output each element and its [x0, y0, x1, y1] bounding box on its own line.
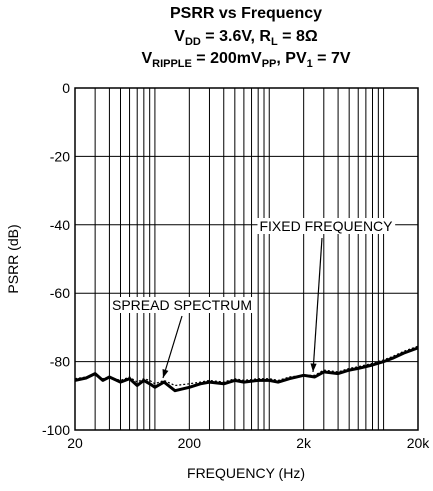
y-tick-label: -20: [50, 148, 70, 164]
y-tick-label: 0: [62, 80, 70, 96]
annotation-arrow: [162, 315, 183, 379]
annotation: SPREAD SPECTRUM: [109, 297, 255, 379]
subscript: RIPPLE: [152, 58, 192, 70]
x-tick-label: 200: [178, 435, 202, 451]
subtitle-part: = 3.6V, R: [201, 28, 272, 45]
x-tick-label: 2k: [296, 435, 312, 451]
y-axis-label: PSRR (dB): [5, 224, 21, 293]
annotation-bg: [109, 297, 255, 313]
annotation-arrowhead: [162, 369, 169, 378]
series-line: [74, 345, 419, 387]
x-tick-label: 20: [67, 435, 83, 451]
subscript: 1: [307, 58, 313, 70]
plot-frame: [74, 87, 419, 431]
subtitle-part: V: [141, 50, 152, 67]
subscript: DD: [185, 36, 201, 48]
chart-title: PSRR vs Frequency: [170, 5, 322, 22]
y-tick-label: -60: [50, 285, 70, 301]
chart-subtitle: VRIPPLE = 200mVPP, PV1 = 7V: [141, 50, 350, 70]
y-tick-label: -40: [50, 217, 70, 233]
annotation-text: FIXED FREQUENCY: [259, 218, 393, 234]
x-axis-label: FREQUENCY (Hz): [187, 465, 305, 481]
x-tick-label: 20k: [407, 435, 431, 451]
annotation-arrow: [312, 237, 323, 373]
series-line: [74, 346, 419, 393]
subtitle-part: = 8Ω: [278, 28, 318, 45]
annotation-text: SPREAD SPECTRUM: [112, 297, 252, 313]
y-tick-label: -80: [50, 354, 70, 370]
subtitle-part: , PV: [276, 50, 307, 67]
subtitle-part: = 7V: [313, 50, 351, 67]
subtitle-part: V: [174, 28, 185, 45]
subscript: L: [271, 36, 278, 48]
annotation-arrowhead: [310, 363, 317, 372]
subscript: PP: [262, 58, 277, 70]
subtitle-part: = 200mV: [192, 50, 262, 67]
annotation-bg: [257, 218, 396, 234]
y-tick-label: -100: [42, 422, 70, 438]
chart-subtitle: VDD = 3.6V, RL = 8Ω: [174, 28, 318, 48]
annotation: FIXED FREQUENCY: [257, 218, 396, 373]
